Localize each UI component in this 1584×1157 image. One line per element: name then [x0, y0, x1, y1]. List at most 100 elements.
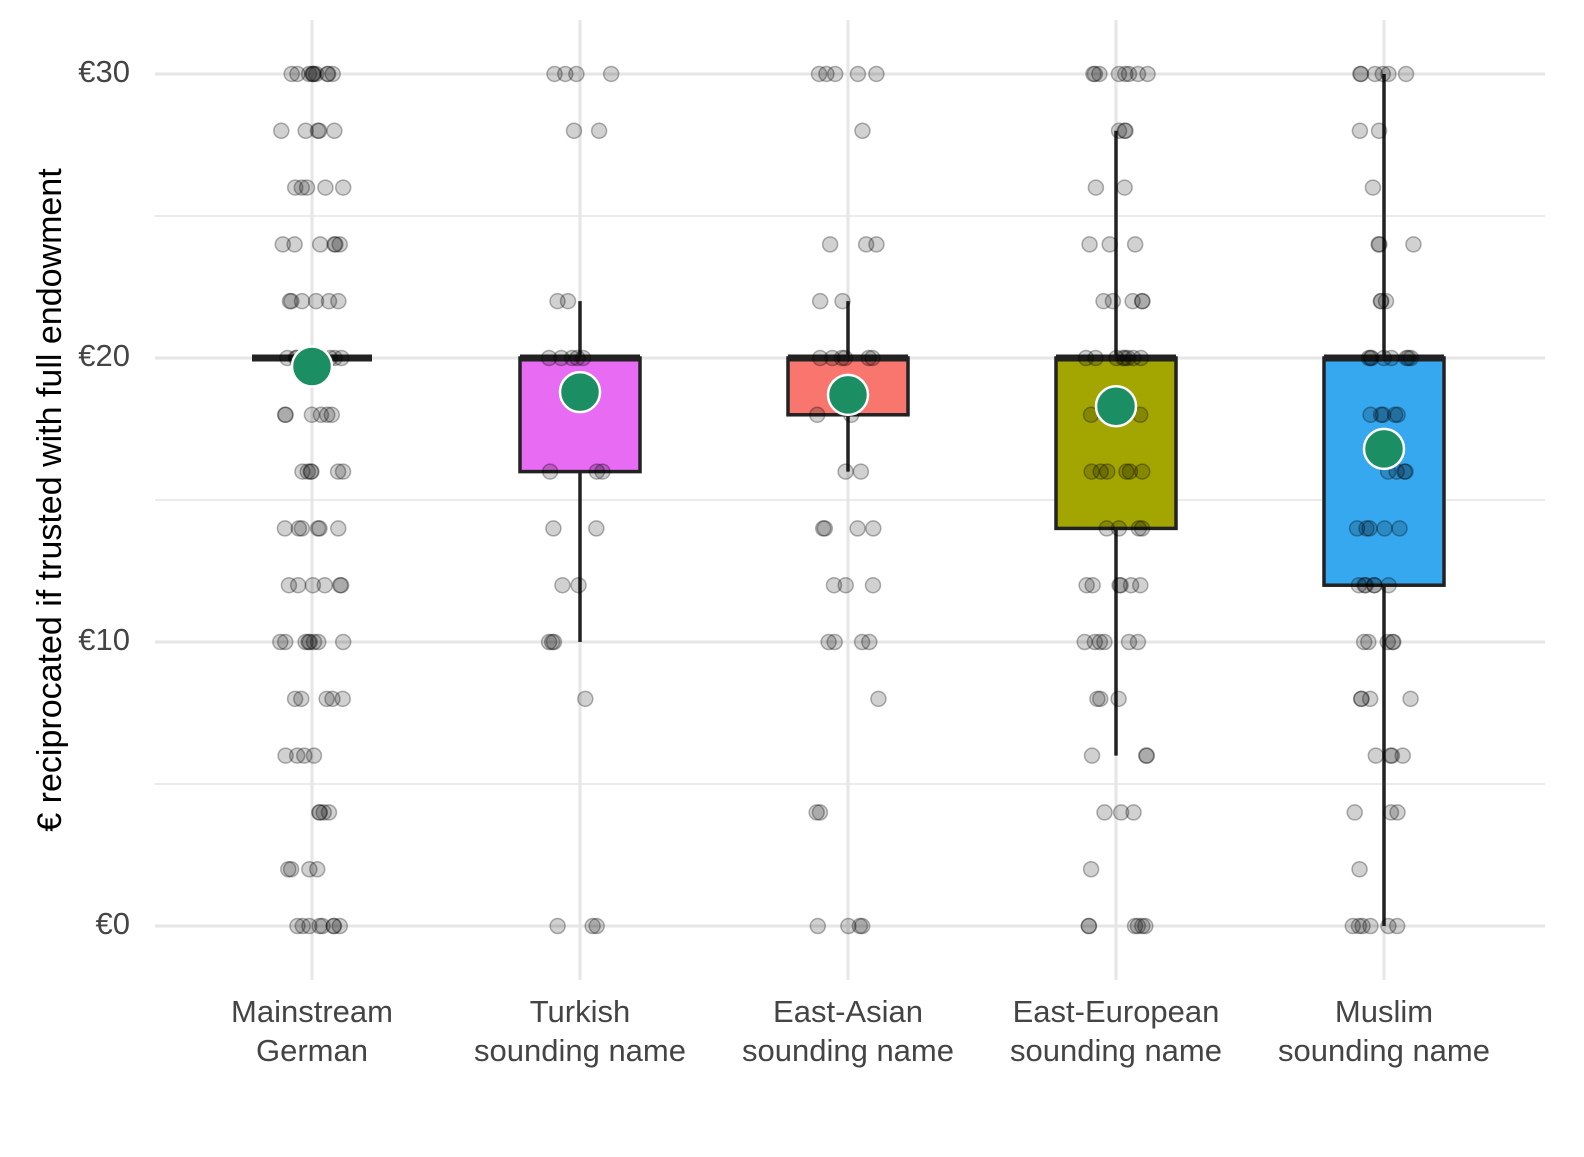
data-point [1104, 292, 1122, 310]
data-point [307, 65, 325, 83]
y-tick-label: €10 [78, 622, 130, 657]
data-point [286, 236, 303, 253]
data-point [1366, 576, 1383, 594]
data-point [554, 576, 571, 594]
data-point [1356, 576, 1373, 594]
data-point [319, 65, 336, 83]
data-point [301, 917, 318, 935]
data-point [1129, 633, 1147, 651]
data-point [317, 179, 334, 196]
data-point [811, 292, 829, 310]
data-point [326, 236, 343, 253]
data-point [1077, 349, 1095, 367]
data-point [330, 520, 347, 537]
data-point [1129, 917, 1147, 935]
data-point [334, 463, 352, 480]
data-point [1116, 122, 1133, 140]
data-point [276, 406, 294, 424]
data-point [1117, 65, 1134, 83]
data-point [857, 236, 875, 253]
data-point [1353, 690, 1370, 708]
data-point [1091, 690, 1109, 708]
data-point [289, 576, 307, 594]
data-point [1366, 65, 1384, 83]
data-point [1361, 520, 1378, 537]
data-point [577, 690, 594, 708]
data-point [1120, 65, 1138, 83]
data-point [1386, 406, 1404, 424]
data-point [1124, 292, 1141, 310]
mean-marker [1362, 427, 1406, 471]
data-point [1119, 349, 1137, 367]
data-point [563, 349, 581, 367]
y-axis-title: € reciprocated if trusted with full endo… [31, 168, 69, 832]
data-point [303, 463, 320, 480]
data-point [1383, 349, 1400, 367]
data-point [1377, 292, 1395, 310]
data-point [273, 122, 290, 140]
data-point [1350, 576, 1368, 594]
data-point [1397, 463, 1414, 480]
data-point [1096, 633, 1113, 651]
data-point [293, 179, 311, 196]
data-point [311, 236, 329, 253]
data-point [305, 65, 322, 83]
data-point [1385, 633, 1402, 651]
data-point [1352, 690, 1370, 708]
data-point [849, 520, 866, 537]
data-point [1110, 122, 1128, 140]
data-point [870, 690, 887, 708]
data-point [1138, 747, 1155, 764]
data-point [553, 349, 570, 367]
data-point [324, 65, 341, 83]
data-point [280, 576, 298, 594]
data-point [1360, 633, 1377, 651]
data-point [311, 804, 328, 821]
data-point [1122, 576, 1140, 594]
data-point [559, 292, 577, 310]
data-point [325, 917, 343, 935]
data-point [861, 633, 878, 651]
data-point [1134, 917, 1151, 935]
data-point [1351, 122, 1369, 140]
data-point [1405, 236, 1422, 253]
data-point [1111, 576, 1128, 594]
data-point [1388, 917, 1406, 935]
data-point [1083, 463, 1100, 480]
y-tick-label: €0 [96, 906, 130, 941]
data-point [814, 520, 832, 537]
data-point [811, 804, 829, 821]
data-point [319, 406, 336, 424]
data-point [1138, 747, 1156, 764]
data-point [1110, 690, 1127, 708]
data-point [825, 576, 843, 594]
data-point [320, 804, 338, 821]
data-point [293, 690, 310, 708]
data-point [1110, 520, 1128, 537]
data-point [333, 349, 350, 367]
data-point [1384, 633, 1401, 651]
data-point [1380, 576, 1397, 594]
data-point [305, 747, 323, 764]
data-point [286, 179, 304, 196]
data-point [1383, 747, 1401, 764]
mean-marker [558, 370, 602, 414]
data-point [274, 236, 292, 253]
data-point [297, 633, 314, 651]
data-point [557, 65, 574, 83]
data-point [569, 349, 586, 367]
data-point [1362, 917, 1379, 935]
data-point [1396, 463, 1413, 480]
data-point [334, 179, 352, 196]
data-point [1121, 463, 1139, 480]
data-point [314, 917, 331, 935]
data-point [1373, 292, 1390, 310]
data-point [1363, 349, 1380, 367]
data-point [1371, 236, 1388, 253]
x-tick-label: Mainstream German [231, 994, 393, 1068]
data-point [310, 122, 328, 140]
data-point [320, 292, 338, 310]
data-point [1382, 747, 1399, 764]
data-point [824, 349, 841, 367]
mean-marker [290, 345, 334, 388]
